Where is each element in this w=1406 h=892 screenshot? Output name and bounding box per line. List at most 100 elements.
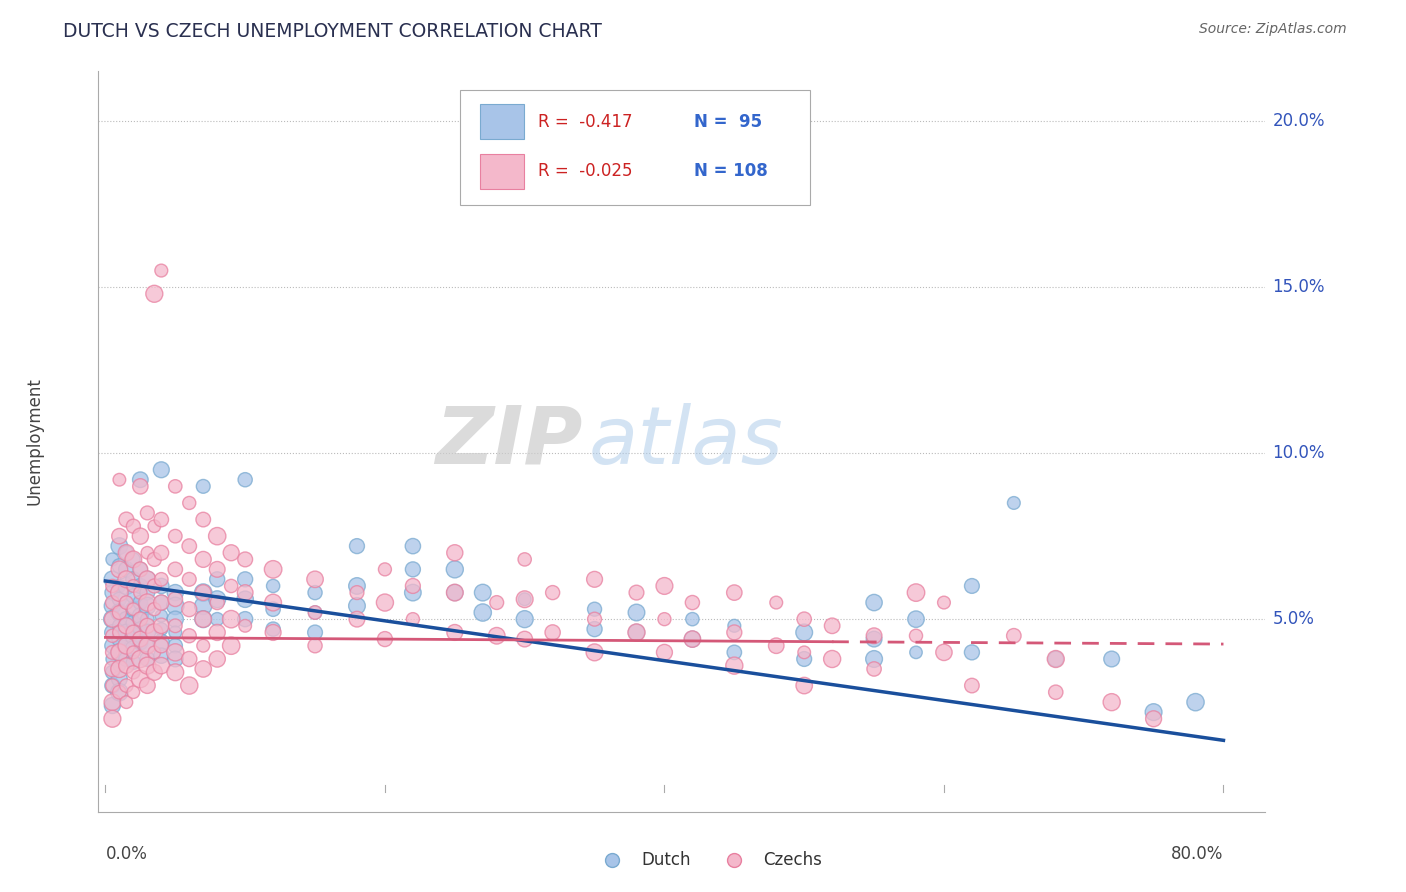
Point bbox=[122, 552, 145, 566]
Point bbox=[129, 529, 152, 543]
Point bbox=[115, 596, 138, 610]
Text: 15.0%: 15.0% bbox=[1272, 278, 1324, 296]
Point bbox=[233, 473, 256, 487]
Point bbox=[136, 585, 159, 599]
Point bbox=[304, 639, 326, 653]
Point bbox=[122, 685, 145, 699]
Point bbox=[150, 619, 173, 633]
Point bbox=[193, 585, 215, 599]
Point bbox=[793, 679, 815, 693]
Point bbox=[583, 622, 606, 636]
Text: Unemployment: Unemployment bbox=[25, 377, 44, 506]
Point bbox=[374, 632, 396, 646]
Point bbox=[904, 645, 927, 659]
Point bbox=[626, 585, 648, 599]
Point bbox=[165, 599, 187, 613]
Point bbox=[108, 585, 131, 599]
Point bbox=[205, 596, 228, 610]
Point bbox=[765, 639, 787, 653]
Point bbox=[165, 619, 187, 633]
Point bbox=[1002, 496, 1025, 510]
FancyBboxPatch shape bbox=[460, 90, 810, 204]
Point bbox=[165, 652, 187, 666]
Point bbox=[346, 579, 368, 593]
Point bbox=[262, 579, 284, 593]
Point bbox=[115, 546, 138, 560]
Point bbox=[101, 579, 124, 593]
Point bbox=[304, 585, 326, 599]
Point bbox=[443, 585, 465, 599]
Point bbox=[346, 599, 368, 613]
Point bbox=[108, 529, 131, 543]
Point bbox=[219, 612, 242, 626]
Point bbox=[136, 625, 159, 640]
Point bbox=[165, 585, 187, 599]
Point bbox=[165, 665, 187, 680]
Point bbox=[193, 599, 215, 613]
Point bbox=[101, 665, 124, 680]
Point bbox=[101, 612, 124, 626]
Point bbox=[122, 552, 145, 566]
Point bbox=[108, 539, 131, 553]
Point bbox=[108, 645, 131, 659]
Point bbox=[205, 625, 228, 640]
Point bbox=[654, 612, 676, 626]
Point bbox=[101, 599, 124, 613]
Point bbox=[193, 612, 215, 626]
Point bbox=[443, 562, 465, 576]
Point bbox=[129, 632, 152, 646]
Point bbox=[143, 286, 166, 301]
Point bbox=[108, 619, 131, 633]
Point bbox=[115, 695, 138, 709]
Point bbox=[793, 645, 815, 659]
Point bbox=[165, 562, 187, 576]
Point bbox=[129, 672, 152, 686]
Point bbox=[541, 585, 564, 599]
FancyBboxPatch shape bbox=[479, 153, 524, 189]
Point bbox=[402, 585, 425, 599]
Point bbox=[122, 572, 145, 586]
Point bbox=[1101, 652, 1123, 666]
Point bbox=[233, 572, 256, 586]
Point bbox=[129, 479, 152, 493]
Point bbox=[143, 625, 166, 640]
Point bbox=[904, 612, 927, 626]
Point bbox=[115, 572, 138, 586]
Point bbox=[101, 629, 124, 643]
Point bbox=[1045, 652, 1067, 666]
Point bbox=[193, 662, 215, 676]
Point bbox=[122, 602, 145, 616]
Point bbox=[108, 662, 131, 676]
Point bbox=[129, 562, 152, 576]
Point bbox=[193, 552, 215, 566]
Point bbox=[1045, 652, 1067, 666]
Point bbox=[863, 652, 886, 666]
Point bbox=[960, 579, 983, 593]
Point bbox=[179, 602, 201, 616]
Point bbox=[122, 589, 145, 603]
Text: 5.0%: 5.0% bbox=[1272, 610, 1315, 628]
Point bbox=[108, 559, 131, 574]
Point bbox=[143, 519, 166, 533]
Point bbox=[723, 619, 745, 633]
Point bbox=[129, 579, 152, 593]
Point bbox=[681, 612, 703, 626]
Point bbox=[723, 645, 745, 659]
Point bbox=[150, 639, 173, 653]
Point bbox=[122, 602, 145, 616]
Point bbox=[193, 479, 215, 493]
Point bbox=[233, 552, 256, 566]
Point bbox=[115, 612, 138, 626]
Point bbox=[346, 539, 368, 553]
Point bbox=[863, 596, 886, 610]
Point bbox=[136, 572, 159, 586]
Point bbox=[233, 619, 256, 633]
Point bbox=[205, 592, 228, 607]
Point bbox=[129, 562, 152, 576]
Point bbox=[960, 645, 983, 659]
FancyBboxPatch shape bbox=[479, 104, 524, 139]
Point bbox=[101, 585, 124, 599]
Point bbox=[101, 552, 124, 566]
Point bbox=[150, 463, 173, 477]
Point bbox=[122, 665, 145, 680]
